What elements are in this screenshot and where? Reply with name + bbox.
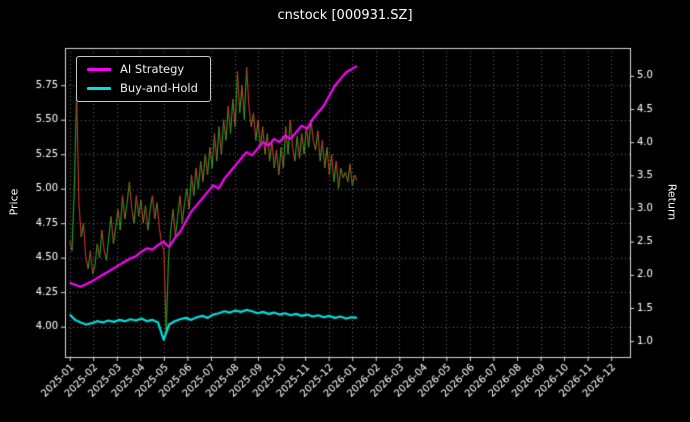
- legend: AI Strategy Buy-and-Hold: [76, 56, 211, 102]
- legend-label-ai-strategy: AI Strategy: [120, 62, 185, 76]
- y-axis-label-return: Return: [665, 183, 679, 221]
- legend-label-buy-and-hold: Buy-and-Hold: [120, 80, 198, 95]
- ai-strategy-line-swatch: [87, 68, 111, 72]
- chart-title: cnstock [000931.SZ]: [277, 8, 413, 23]
- buy-and-hold-line-swatch: [87, 86, 111, 90]
- y-axis-label-price: Price: [7, 188, 21, 216]
- legend-item-ai-strategy: AI Strategy: [87, 62, 198, 76]
- legend-item-buy-and-hold: Buy-and-Hold: [87, 80, 198, 95]
